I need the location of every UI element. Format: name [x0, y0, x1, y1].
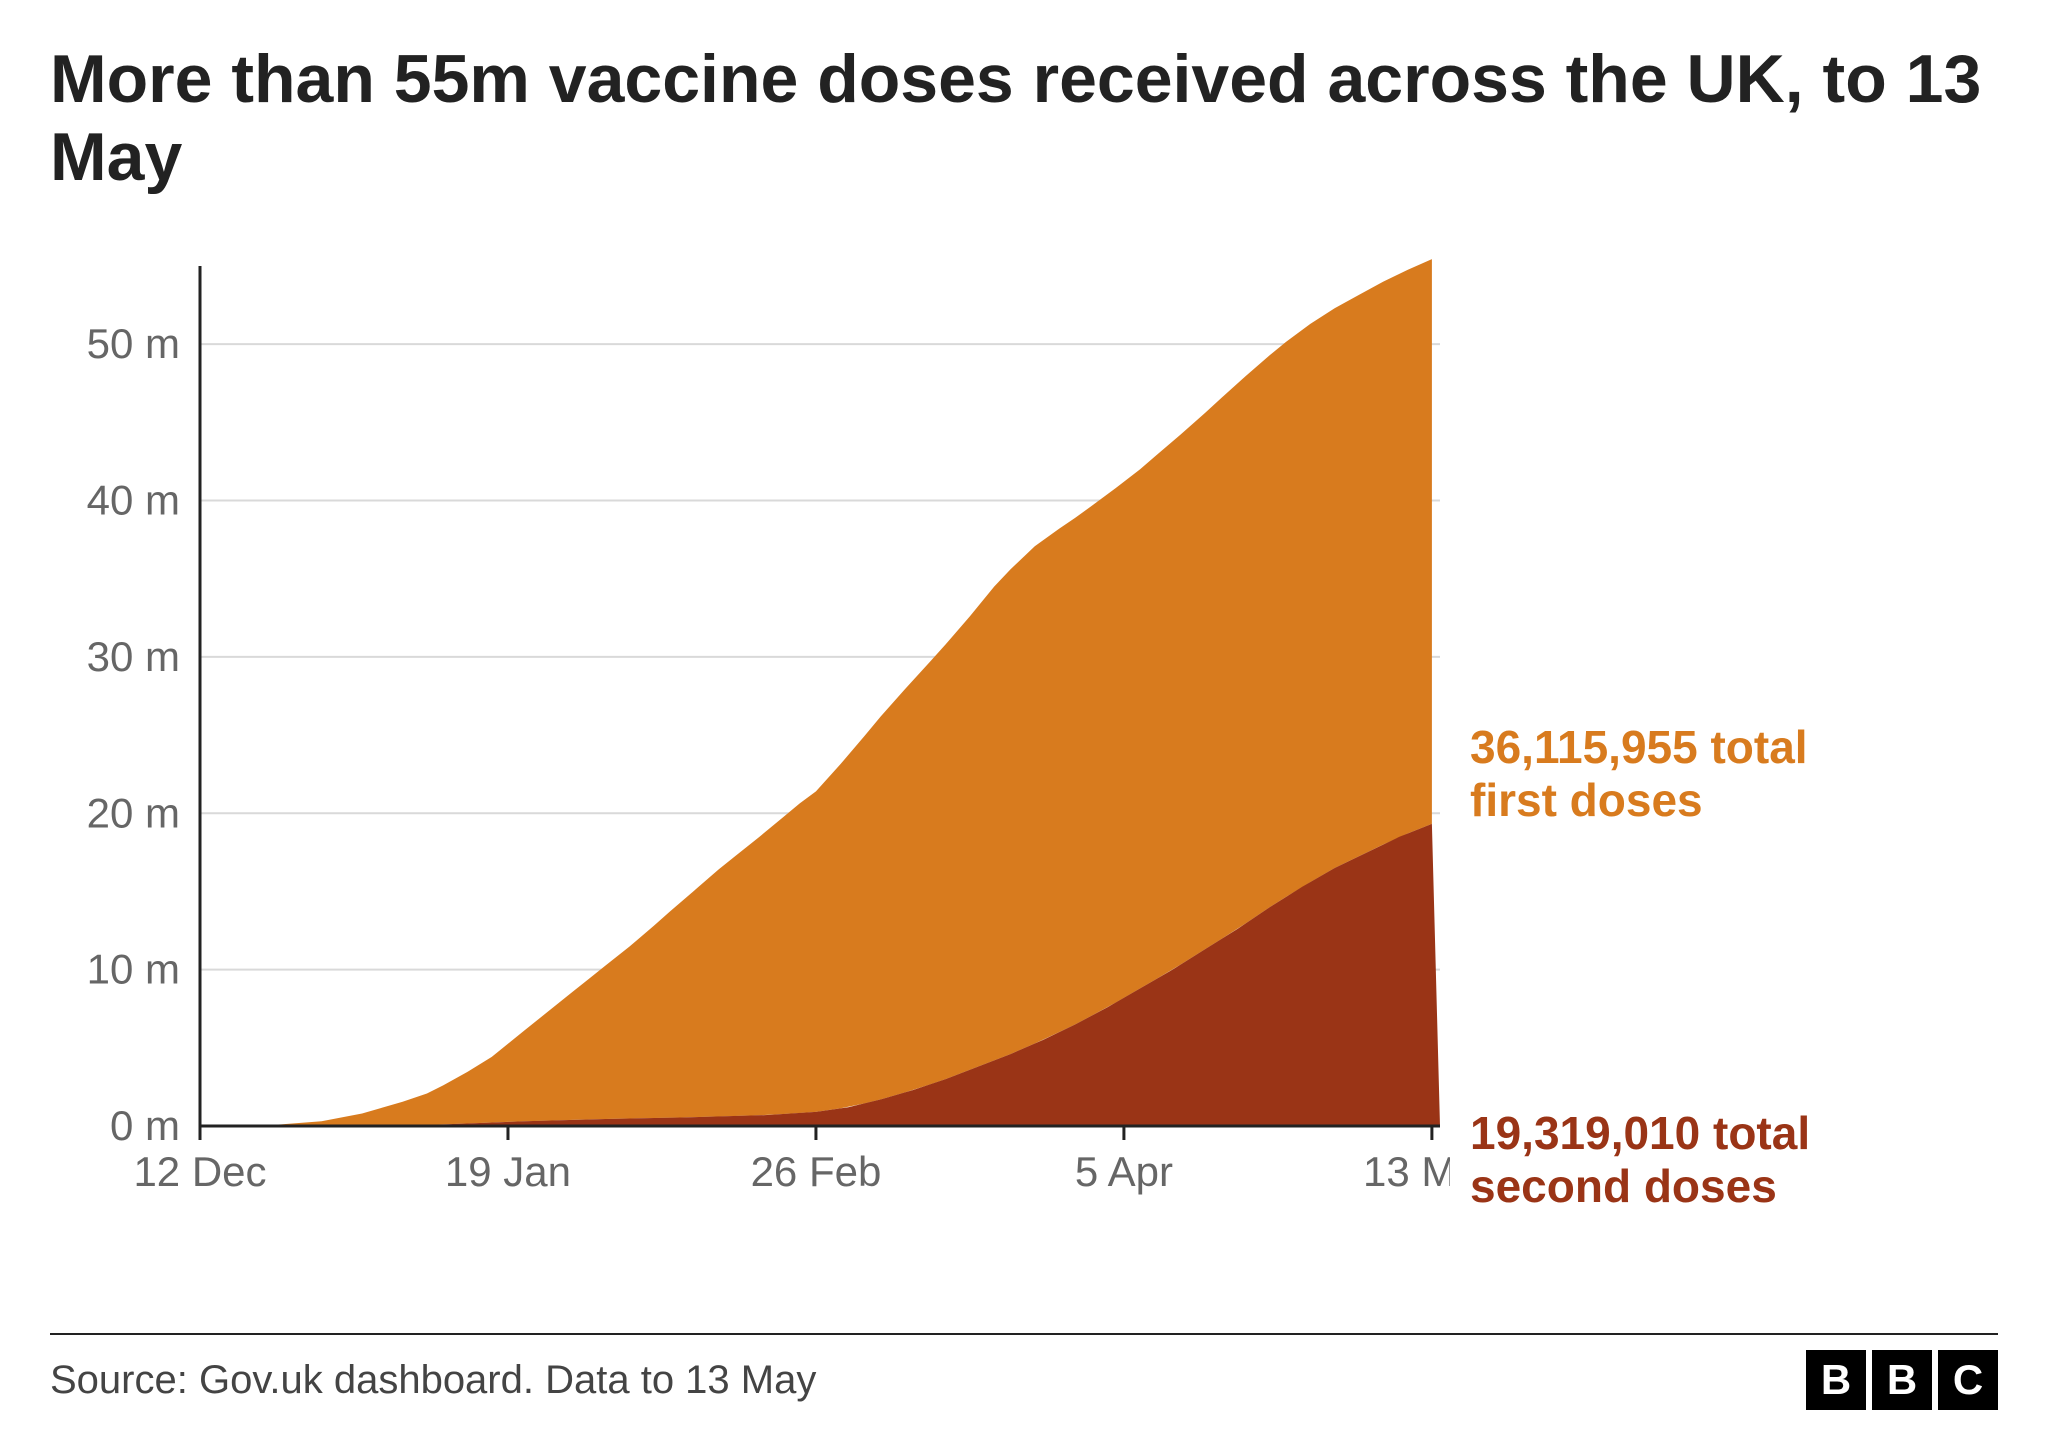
annotation-second-doses: 19,319,010 total second doses [1470, 1107, 1990, 1213]
svg-text:40 m: 40 m [87, 477, 180, 524]
svg-text:13 May: 13 May [1363, 1148, 1450, 1195]
annotation-label: first doses [1470, 774, 1990, 827]
annotation-value: 19,319,010 total [1470, 1107, 1990, 1160]
area-chart-svg: 0 m 10 m 20 m 30 m 40 m 50 m 12 Dec 19 Jan 26 Fe… [50, 246, 1450, 1216]
svg-text:50 m: 50 m [87, 321, 180, 368]
svg-text:20 m: 20 m [87, 790, 180, 837]
svg-text:0 m: 0 m [110, 1102, 180, 1149]
svg-text:19 Jan: 19 Jan [445, 1148, 571, 1195]
bbc-logo: B B C [1806, 1350, 1998, 1410]
annotation-label: second doses [1470, 1160, 1990, 1213]
svg-text:10 m: 10 m [87, 946, 180, 993]
svg-text:26 Feb: 26 Feb [751, 1148, 882, 1195]
svg-text:5 Apr: 5 Apr [1075, 1148, 1173, 1195]
chart-title: More than 55m vaccine doses received acr… [50, 40, 1998, 196]
bbc-logo-c: C [1938, 1350, 1998, 1410]
chart-plot-area: 0 m 10 m 20 m 30 m 40 m 50 m 12 Dec 19 Jan 26 Fe… [50, 246, 1450, 1216]
annotation-first-doses: 36,115,955 total first doses [1470, 721, 1990, 827]
bbc-logo-b2: B [1872, 1350, 1932, 1410]
chart-annotations: 36,115,955 total first doses 19,319,010 … [1450, 246, 1990, 1313]
source-text: Source: Gov.uk dashboard. Data to 13 May [50, 1358, 816, 1403]
chart-footer: Source: Gov.uk dashboard. Data to 13 May… [50, 1333, 1998, 1410]
annotation-value: 36,115,955 total [1470, 721, 1990, 774]
svg-text:12 Dec: 12 Dec [133, 1148, 266, 1195]
chart-container: 0 m 10 m 20 m 30 m 40 m 50 m 12 Dec 19 Jan 26 Fe… [50, 246, 1998, 1313]
svg-text:30 m: 30 m [87, 633, 180, 680]
bbc-logo-b1: B [1806, 1350, 1866, 1410]
